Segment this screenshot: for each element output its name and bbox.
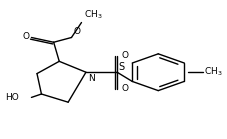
Text: S: S — [118, 62, 124, 72]
Text: O: O — [121, 51, 128, 60]
Text: HO: HO — [5, 93, 19, 102]
Text: O: O — [121, 84, 128, 93]
Text: CH$_3$: CH$_3$ — [203, 66, 222, 79]
Text: O: O — [22, 32, 29, 41]
Text: N: N — [88, 74, 94, 83]
Text: O: O — [73, 27, 80, 36]
Text: CH$_3$: CH$_3$ — [83, 9, 102, 21]
